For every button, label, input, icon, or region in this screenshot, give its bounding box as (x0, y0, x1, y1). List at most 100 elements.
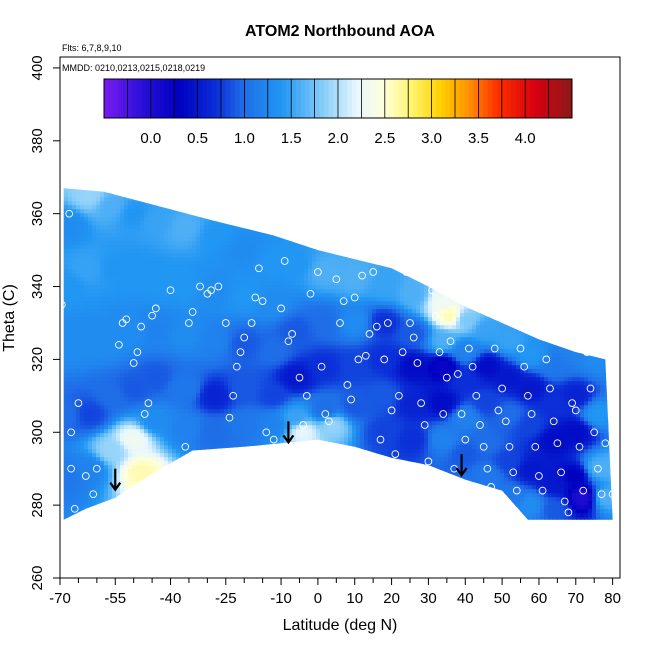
heatmap-cell (124, 329, 129, 334)
heatmap-cell (156, 177, 161, 182)
heatmap-cell (176, 329, 181, 334)
heatmap-cell (180, 409, 185, 414)
heatmap-cell (64, 197, 69, 202)
heatmap-cell (280, 437, 285, 442)
heatmap-cell (248, 345, 253, 350)
heatmap-cell (264, 485, 269, 490)
heatmap-cell (224, 249, 229, 254)
heatmap-cell (84, 181, 89, 186)
heatmap-cell (180, 233, 185, 238)
heatmap-cell (192, 445, 197, 450)
heatmap-cell (156, 269, 161, 274)
heatmap-cell (140, 309, 145, 314)
heatmap-cell (112, 445, 117, 450)
heatmap-cell (216, 405, 221, 410)
heatmap-cell (264, 265, 269, 270)
heatmap-cell (112, 189, 117, 194)
heatmap-cell (120, 205, 125, 210)
heatmap-cell (76, 273, 81, 278)
heatmap-cell (260, 441, 265, 446)
heatmap-cell (268, 505, 273, 510)
heatmap-cell (256, 309, 261, 314)
heatmap-cell (88, 225, 93, 230)
heatmap-cell (180, 497, 185, 502)
heatmap-cell (112, 365, 117, 370)
heatmap-cell (204, 477, 209, 482)
heatmap-cell (200, 353, 205, 358)
heatmap-cell (204, 445, 209, 450)
heatmap-cell (168, 453, 173, 458)
heatmap-cell (176, 517, 181, 520)
heatmap-cell (220, 213, 225, 218)
heatmap-cell (268, 337, 273, 342)
heatmap-cell (76, 197, 81, 202)
heatmap-cell (136, 469, 141, 474)
heatmap-cell (124, 397, 129, 402)
heatmap-cell (168, 445, 173, 450)
heatmap-cell (192, 233, 197, 238)
heatmap-cell (76, 217, 81, 222)
heatmap-cell (284, 321, 289, 326)
heatmap-cell (276, 397, 281, 402)
heatmap-cell (100, 229, 105, 234)
heatmap-cell (236, 193, 241, 198)
heatmap-cell (212, 485, 217, 490)
heatmap-cell (188, 233, 193, 238)
heatmap-cell (252, 417, 257, 422)
heatmap-cell (192, 385, 197, 390)
heatmap-cell (156, 441, 161, 446)
heatmap-cell (232, 253, 237, 258)
heatmap-cell (152, 525, 157, 530)
heatmap-cell (220, 341, 225, 346)
heatmap-cell (112, 497, 117, 502)
heatmap-cell (88, 513, 93, 518)
heatmap-cell (80, 321, 85, 326)
heatmap-cell (212, 197, 217, 202)
heatmap-cell (236, 341, 241, 346)
heatmap-cell (100, 217, 105, 222)
heatmap-cell (200, 188, 205, 190)
heatmap-cell (84, 265, 89, 270)
heatmap-cell (88, 329, 93, 334)
heatmap-cell (260, 245, 265, 250)
heatmap-cell (224, 277, 229, 282)
heatmap-cell (108, 409, 113, 414)
heatmap-cell (252, 301, 257, 306)
heatmap-cell (164, 349, 169, 354)
heatmap-cell (172, 429, 177, 434)
heatmap-cell (276, 425, 281, 430)
heatmap-cell (280, 453, 285, 458)
heatmap-cell (128, 525, 133, 530)
heatmap-cell (128, 321, 133, 326)
heatmap-cell (256, 337, 261, 342)
heatmap-cell (236, 525, 241, 530)
heatmap-cell (256, 385, 261, 390)
heatmap-cell (164, 277, 169, 282)
heatmap-cell (124, 497, 129, 502)
heatmap-cell (168, 269, 173, 274)
heatmap-cell (80, 333, 85, 338)
heatmap-cell (272, 261, 277, 266)
heatmap-cell (220, 277, 225, 282)
heatmap-cell (252, 341, 257, 346)
heatmap-cell (272, 381, 277, 386)
heatmap-cell (140, 249, 145, 254)
heatmap-cell (120, 241, 125, 246)
heatmap-cell (68, 281, 73, 286)
heatmap-cell (280, 465, 285, 470)
heatmap-cell (128, 229, 133, 234)
heatmap-cell (80, 293, 85, 298)
heatmap-cell (236, 449, 241, 454)
heatmap-cell (96, 245, 101, 250)
heatmap-cell (240, 505, 245, 510)
heatmap-cell (276, 369, 281, 374)
heatmap-cell (244, 217, 249, 222)
heatmap-cell (96, 197, 101, 202)
heatmap-cell (96, 405, 101, 410)
heatmap-cell (112, 409, 117, 414)
heatmap-cell (156, 493, 161, 498)
heatmap-cell (164, 317, 169, 322)
heatmap-cell (124, 209, 129, 214)
heatmap-cell (212, 321, 217, 326)
heatmap-cell (212, 457, 217, 462)
